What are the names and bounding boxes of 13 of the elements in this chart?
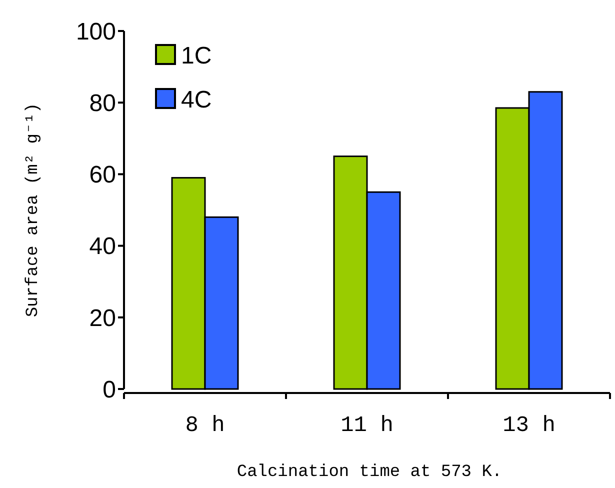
y-tick-label: 100 <box>76 18 116 46</box>
legend-label: 4C <box>181 86 212 114</box>
y-tick-label: 80 <box>89 90 116 117</box>
legend-label: 1C <box>181 42 212 70</box>
y-axis-title: Surface area (m² g⁻¹) <box>24 102 43 318</box>
x-tick-label: 13 h <box>502 413 556 438</box>
y-tick-label: 40 <box>89 233 116 260</box>
y-tick-label: 0 <box>102 376 116 404</box>
y-tick-label: 60 <box>89 162 116 189</box>
y-tick-label: 20 <box>89 304 116 332</box>
x-tick-label: 8 h <box>185 413 225 438</box>
x-axis-title: Calcination time at 573 K. <box>236 463 502 482</box>
x-tick-label: 11 h <box>340 413 394 438</box>
